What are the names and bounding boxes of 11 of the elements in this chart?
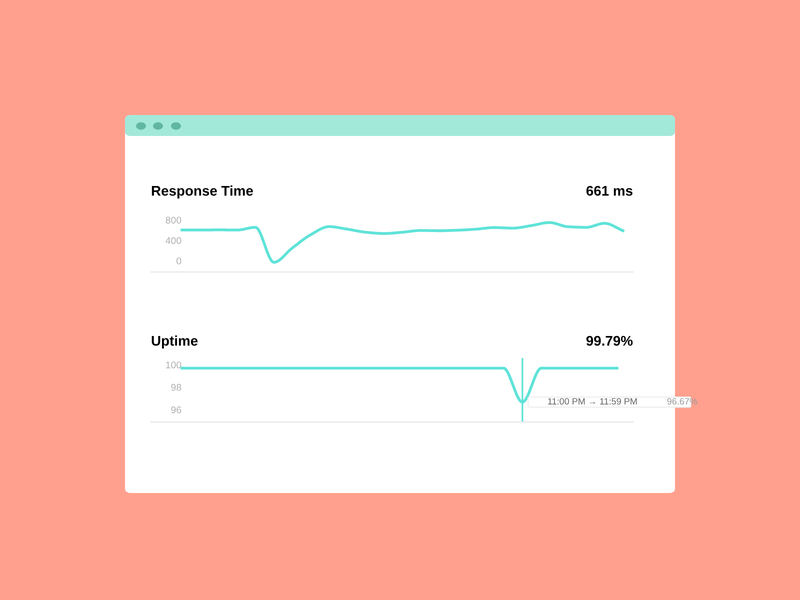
chart-title: Uptime [152,336,198,348]
chart-title: Response Time [152,186,253,198]
y-tick-label: 0 [176,258,182,264]
y-tick-label: 100 [166,361,182,368]
y-tick-label: 800 [166,216,182,224]
text: 661 ms [586,186,632,196]
annotation: 11:00 PM → 11:59 PM [548,398,637,405]
y-tick-label: 400 [166,237,182,244]
y-tick-label: 98 [171,384,182,391]
y-tick-label: 96 [171,406,182,414]
text: 99.79% [586,336,633,346]
